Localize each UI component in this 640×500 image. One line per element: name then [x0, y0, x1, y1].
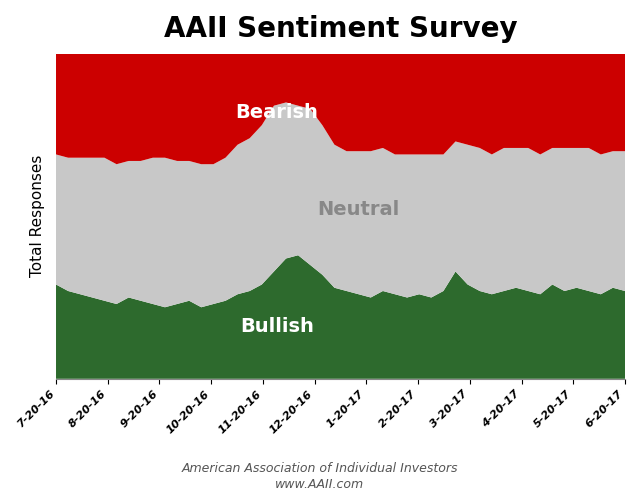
Y-axis label: Total Responses: Total Responses [30, 155, 45, 278]
Text: Neutral: Neutral [317, 200, 399, 219]
Text: www.AAII.com: www.AAII.com [275, 478, 365, 490]
Text: Bullish: Bullish [240, 318, 314, 336]
Text: American Association of Individual Investors: American Association of Individual Inves… [182, 462, 458, 475]
Title: AAII Sentiment Survey: AAII Sentiment Survey [164, 15, 517, 43]
Text: Bearish: Bearish [236, 102, 318, 122]
